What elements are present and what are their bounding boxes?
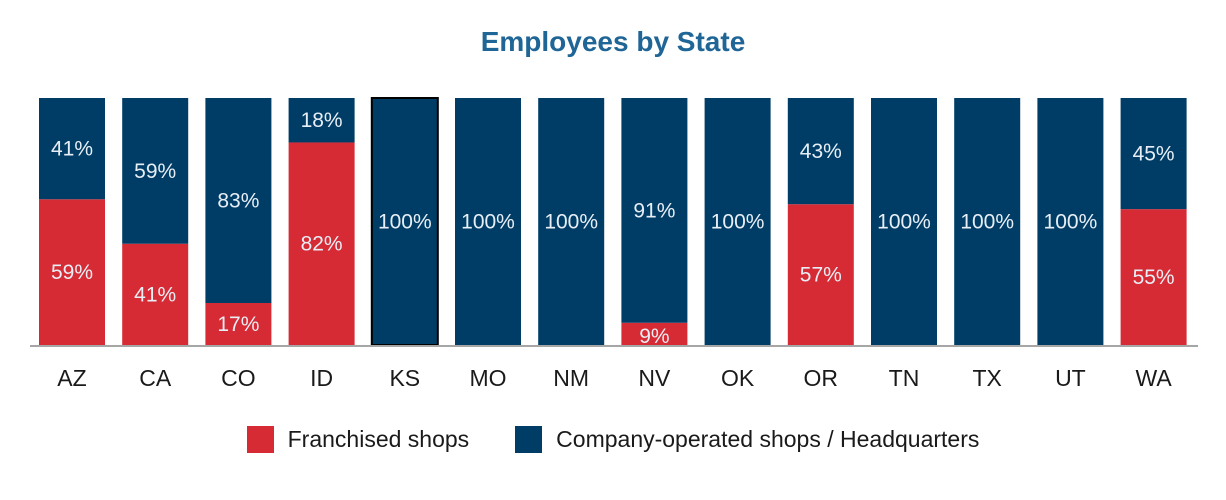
bar-company-or bbox=[787, 98, 854, 205]
bar-company-ut bbox=[1037, 98, 1104, 345]
x-tick-label-az: AZ bbox=[57, 365, 86, 391]
x-tick-label-tn: TN bbox=[889, 365, 920, 391]
data-label-franchised-or: 57% bbox=[800, 264, 842, 287]
x-tick-label-mo: MO bbox=[469, 365, 506, 391]
bar-franchised-co bbox=[205, 303, 272, 345]
chart-title: Employees by State bbox=[480, 26, 746, 57]
x-tick-label-id: ID bbox=[310, 365, 333, 391]
data-label-company-ks: 100% bbox=[378, 211, 432, 234]
x-tick-label-ks: KS bbox=[389, 365, 420, 391]
bar-franchised-wa bbox=[1120, 209, 1187, 345]
bar-company-co bbox=[205, 98, 272, 304]
data-label-company-ca: 59% bbox=[134, 160, 176, 183]
data-label-company-co: 83% bbox=[217, 190, 259, 213]
bar-franchised-az bbox=[39, 199, 105, 345]
x-tick-label-nv: NV bbox=[638, 365, 671, 391]
data-label-franchised-co: 17% bbox=[217, 313, 259, 336]
data-label-company-mo: 100% bbox=[461, 211, 515, 234]
bar-company-nm bbox=[538, 98, 605, 345]
legend-item-company-operated: Company-operated shops / Headquarters bbox=[515, 426, 979, 453]
data-label-franchised-id: 82% bbox=[301, 233, 343, 256]
x-tick-label-tx: TX bbox=[973, 365, 1002, 391]
bar-company-tx bbox=[954, 98, 1021, 345]
data-label-company-wa: 45% bbox=[1133, 143, 1175, 166]
bar-company-az bbox=[39, 98, 105, 200]
bar-franchised-or bbox=[787, 204, 854, 345]
bar-company-ok bbox=[704, 98, 771, 345]
legend-label-franchised: Franchised shops bbox=[287, 426, 470, 452]
data-label-franchised-wa: 55% bbox=[1133, 266, 1175, 289]
data-label-company-nv: 91% bbox=[633, 199, 675, 222]
legend-label-company-operated: Company-operated shops / Headquarters bbox=[556, 426, 980, 452]
bar-company-id bbox=[288, 98, 355, 143]
data-label-franchised-ca: 41% bbox=[134, 283, 176, 306]
data-label-company-ok: 100% bbox=[711, 211, 765, 234]
x-tick-label-nm: NM bbox=[553, 365, 589, 391]
x-tick-label-ok: OK bbox=[721, 365, 755, 391]
chart-legend: Franchised shops Company-operated shops … bbox=[0, 426, 1226, 453]
bar-franchised-ca bbox=[122, 243, 189, 345]
x-tick-label-co: CO bbox=[221, 365, 256, 391]
legend-swatch-franchised bbox=[246, 426, 274, 453]
data-label-franchised-nv: 9% bbox=[639, 325, 669, 348]
bar-company-nv bbox=[621, 98, 688, 323]
legend-swatch-company-operated bbox=[515, 426, 543, 453]
data-label-company-ut: 100% bbox=[1044, 211, 1098, 234]
data-label-company-az: 41% bbox=[51, 138, 93, 161]
data-label-company-tn: 100% bbox=[877, 211, 931, 234]
chart-plot: 59% 41% 41% 59% 17% 83% 82% 18% 100% 100% 100% 9% 91… bbox=[30, 97, 1198, 391]
legend-item-franchised: Franchised shops bbox=[246, 426, 470, 453]
bar-company-wa bbox=[1120, 98, 1187, 210]
data-label-company-nm: 100% bbox=[544, 211, 598, 234]
x-tick-label-ut: UT bbox=[1055, 365, 1086, 391]
bar-company-mo bbox=[455, 98, 521, 345]
data-label-company-id: 18% bbox=[301, 109, 343, 132]
bar-franchised-id bbox=[288, 142, 355, 345]
data-label-company-tx: 100% bbox=[960, 211, 1014, 234]
bar-company-tn bbox=[871, 98, 937, 345]
x-tick-label-wa: WA bbox=[1135, 365, 1172, 391]
data-label-franchised-az: 59% bbox=[51, 261, 93, 284]
x-tick-label-or: OR bbox=[804, 365, 839, 391]
data-label-company-or: 43% bbox=[800, 140, 842, 163]
x-tick-label-ca: CA bbox=[139, 365, 172, 391]
bar-franchised-nv bbox=[621, 322, 688, 345]
bar-company-ks bbox=[371, 98, 438, 345]
bar-company-ca bbox=[122, 98, 189, 244]
